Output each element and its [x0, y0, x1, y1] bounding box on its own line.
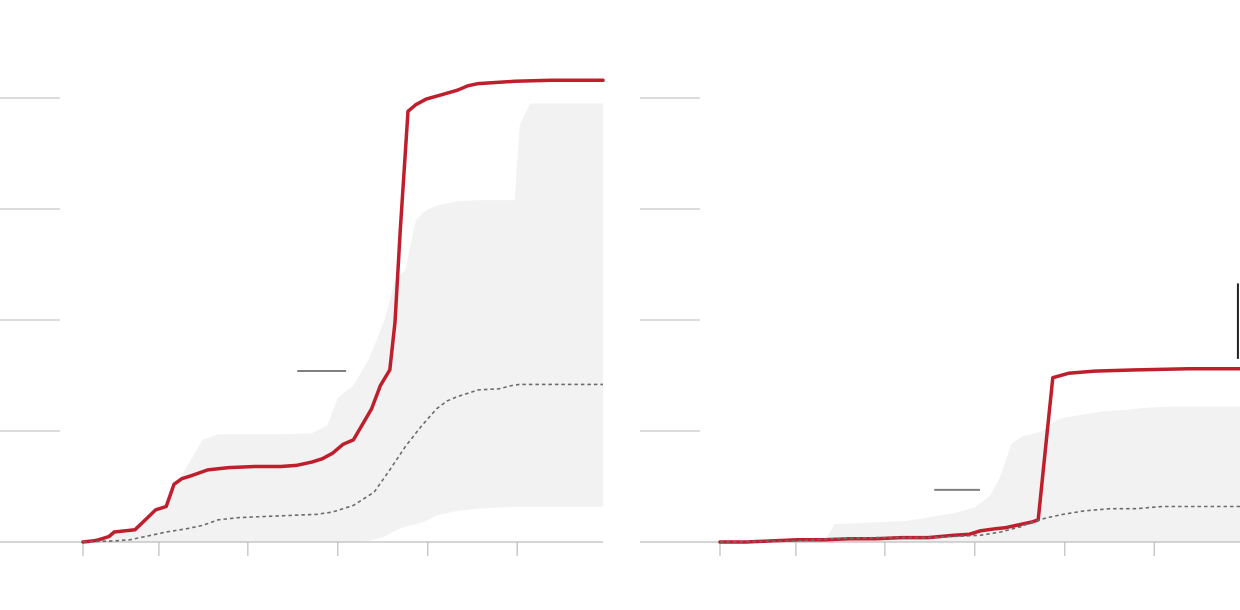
- left-chart-panel: [0, 78, 605, 556]
- observed-line: [81, 78, 605, 544]
- median-dotted-line: [82, 383, 603, 543]
- range-band: [720, 406, 1240, 542]
- right-chart-panel: [640, 97, 1240, 556]
- median-dotted-line: [719, 505, 1240, 543]
- range-band: [83, 103, 603, 542]
